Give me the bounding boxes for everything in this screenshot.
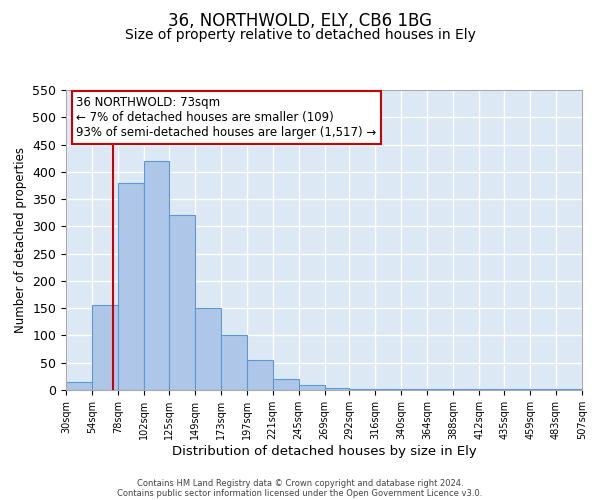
Text: 36, NORTHWOLD, ELY, CB6 1BG: 36, NORTHWOLD, ELY, CB6 1BG [168,12,432,30]
Y-axis label: Number of detached properties: Number of detached properties [14,147,27,333]
Text: Contains HM Land Registry data © Crown copyright and database right 2024.: Contains HM Land Registry data © Crown c… [137,478,463,488]
Bar [349,389,376,390]
Bar [299,384,325,390]
Bar [144,161,169,390]
Bar [427,389,453,390]
Bar [118,182,144,390]
Bar [221,336,247,390]
Bar [376,389,401,390]
Bar [325,388,349,390]
Bar [195,308,221,390]
Bar [92,306,118,390]
Text: 36 NORTHWOLD: 73sqm
← 7% of detached houses are smaller (109)
93% of semi-detach: 36 NORTHWOLD: 73sqm ← 7% of detached hou… [76,96,377,139]
Bar [169,216,195,390]
Text: Size of property relative to detached houses in Ely: Size of property relative to detached ho… [125,28,475,42]
Bar [66,382,92,390]
Bar [247,360,272,390]
Text: Contains public sector information licensed under the Open Government Licence v3: Contains public sector information licen… [118,488,482,498]
Bar [556,389,582,390]
Bar [272,379,299,390]
X-axis label: Distribution of detached houses by size in Ely: Distribution of detached houses by size … [172,444,476,458]
